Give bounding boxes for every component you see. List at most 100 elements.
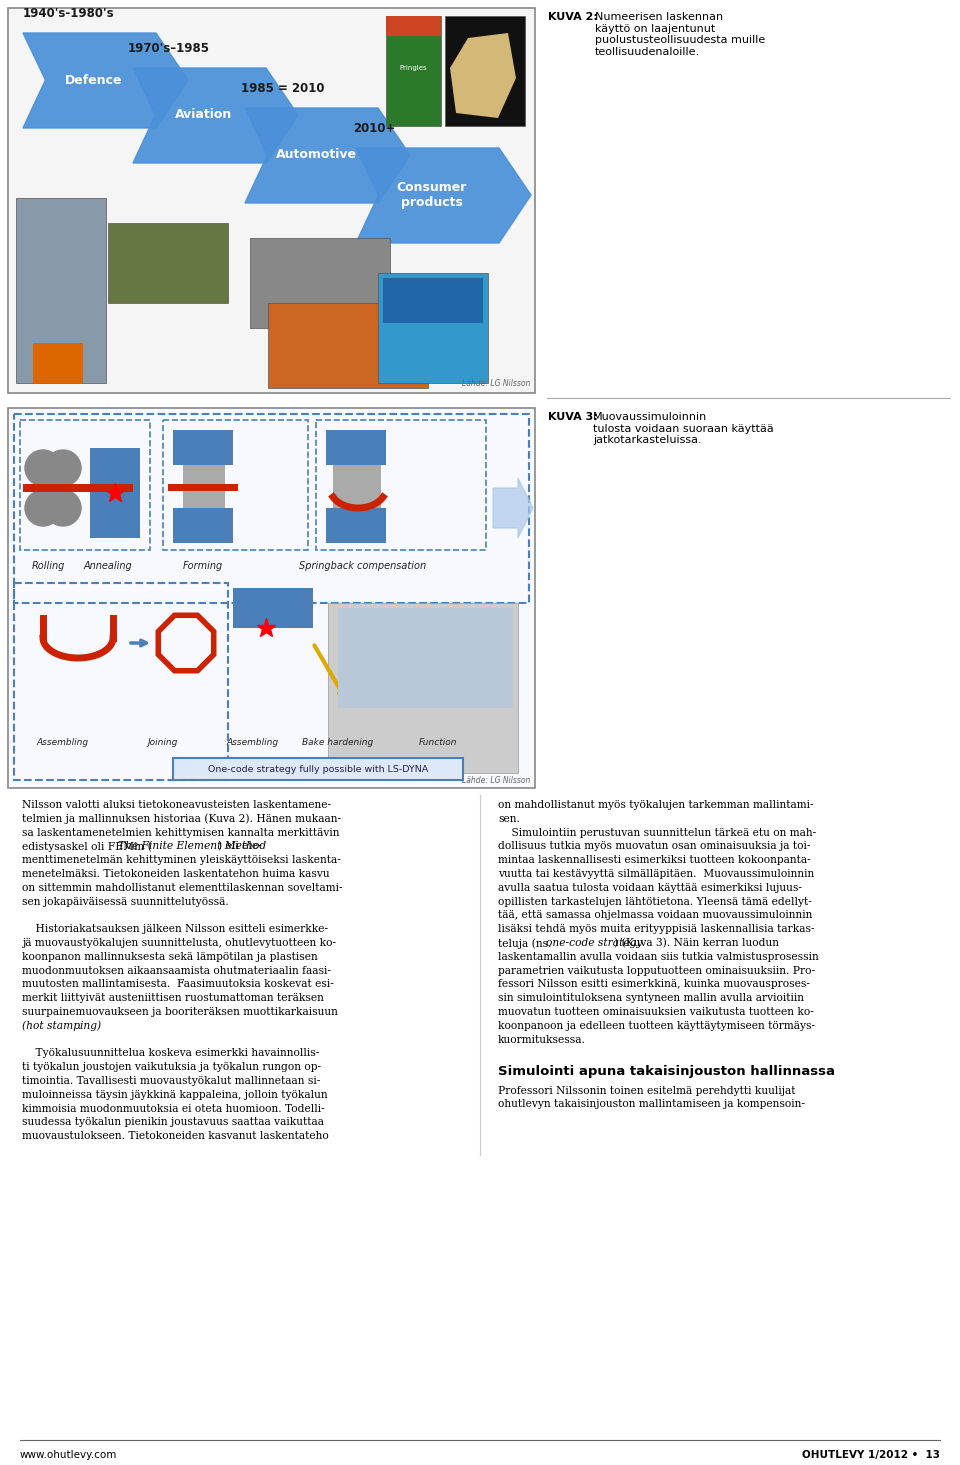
Text: tää, että samassa ohjelmassa voidaan muovaussimuloinnin: tää, että samassa ohjelmassa voidaan muo… (498, 910, 812, 920)
Text: edistysaskel oli FEMin (: edistysaskel oli FEMin ( (22, 841, 152, 853)
Text: Simulointiin perustuvan suunnittelun tärkeä etu on mah-: Simulointiin perustuvan suunnittelun tär… (498, 828, 816, 838)
Text: lisäksi tehdä myös muita erityyppisiä laskennallisia tarkas-: lisäksi tehdä myös muita erityyppisiä la… (498, 924, 815, 935)
Text: on sittemmin mahdollistanut elementtilaskennan soveltami-: on sittemmin mahdollistanut elementtilas… (22, 883, 343, 892)
Text: 1970's–1985: 1970's–1985 (128, 42, 210, 56)
Text: Annealing: Annealing (84, 561, 132, 571)
Text: sa laskentamenetelmien kehittymisen kannalta merkittävin: sa laskentamenetelmien kehittymisen kann… (22, 828, 340, 838)
Text: one-code strategy: one-code strategy (546, 938, 642, 948)
Text: laskentamallin avulla voidaan siis tutkia valmistusprosessin: laskentamallin avulla voidaan siis tutki… (498, 952, 819, 963)
Text: koonpanon mallinnuksesta sekä lämpötilan ja plastisen: koonpanon mallinnuksesta sekä lämpötilan… (22, 952, 318, 963)
Text: muovaustulokseen. Tietokoneiden kasvanut laskentateho: muovaustulokseen. Tietokoneiden kasvanut… (22, 1131, 328, 1141)
Text: Simulointi apuna takaisinjouston hallinnassa: Simulointi apuna takaisinjouston hallinn… (498, 1065, 835, 1078)
Text: Lähde: LG Nilsson: Lähde: LG Nilsson (462, 379, 530, 388)
Text: suurpainemuovaukseen ja booriteräksen muottikarkaisuun: suurpainemuovaukseen ja booriteräksen mu… (22, 1006, 338, 1017)
Text: kuormituksessa.: kuormituksessa. (498, 1034, 586, 1045)
Text: teluja (ns.: teluja (ns. (498, 938, 555, 948)
FancyBboxPatch shape (8, 407, 535, 788)
Circle shape (45, 489, 81, 526)
Text: mintaa laskennallisesti esimerkiksi tuotteen kokoonpanta-: mintaa laskennallisesti esimerkiksi tuot… (498, 856, 811, 866)
FancyBboxPatch shape (168, 483, 238, 491)
Text: ) (Kuva 3). Näin kerran luodun: ) (Kuva 3). Näin kerran luodun (614, 938, 779, 948)
Text: suudessa työkalun pienikin joustavuus saattaa vaikuttaa: suudessa työkalun pienikin joustavuus sa… (22, 1118, 324, 1128)
Text: Assembling: Assembling (36, 738, 89, 747)
Text: 2010+: 2010+ (353, 122, 396, 135)
Text: kimmoisia muodonmuutoksia ei oteta huomioon. Todelli-: kimmoisia muodonmuutoksia ei oteta huomi… (22, 1103, 324, 1113)
FancyBboxPatch shape (378, 272, 488, 382)
FancyBboxPatch shape (90, 448, 140, 538)
Text: fessori Nilsson esitti esimerkkinä, kuinka muovausproses-: fessori Nilsson esitti esimerkkinä, kuin… (498, 980, 810, 989)
Text: muodonmuutoksen aikaansaamista ohutmateriaalin faasi-: muodonmuutoksen aikaansaamista ohutmater… (22, 965, 331, 976)
Text: Joining: Joining (148, 738, 179, 747)
FancyBboxPatch shape (445, 16, 525, 126)
FancyBboxPatch shape (23, 483, 133, 492)
Text: OHUTLEVY 1/2012 •  13: OHUTLEVY 1/2012 • 13 (802, 1450, 940, 1461)
FancyBboxPatch shape (8, 7, 535, 393)
Text: Aviation: Aviation (176, 108, 232, 122)
Text: muloinneissa täysin jäykkinä kappaleina, jolloin työkalun: muloinneissa täysin jäykkinä kappaleina,… (22, 1090, 327, 1100)
Text: Function: Function (419, 738, 457, 747)
Text: Numeerisen laskennan
käyttö on laajentunut
puolustusteollisuudesta muille
teolli: Numeerisen laskennan käyttö on laajentun… (595, 12, 765, 57)
Text: Forming: Forming (182, 561, 223, 571)
Text: telmien ja mallinnuksen historiaa (Kuva 2). Hänen mukaan-: telmien ja mallinnuksen historiaa (Kuva … (22, 813, 341, 825)
FancyBboxPatch shape (383, 278, 483, 322)
FancyBboxPatch shape (326, 431, 386, 464)
Text: Automotive: Automotive (276, 148, 356, 161)
FancyBboxPatch shape (386, 16, 441, 126)
Text: Professori Nilssonin toinen esitelmä perehdytti kuulijat: Professori Nilssonin toinen esitelmä per… (498, 1086, 796, 1096)
Text: One-code strategy fully possible with LS-DYNA: One-code strategy fully possible with LS… (208, 765, 428, 774)
Text: Työkalusuunnittelua koskeva esimerkki havainnollis-: Työkalusuunnittelua koskeva esimerkki ha… (22, 1049, 320, 1058)
Text: .: . (78, 1021, 82, 1031)
Polygon shape (356, 148, 531, 243)
Circle shape (25, 450, 61, 486)
Circle shape (45, 450, 81, 486)
Text: Nilsson valotti aluksi tietokoneavusteisten laskentamene-: Nilsson valotti aluksi tietokoneavusteis… (22, 800, 331, 810)
FancyBboxPatch shape (33, 343, 83, 382)
Text: ) eli ele-: ) eli ele- (218, 841, 262, 851)
Text: menetelmäksi. Tietokoneiden laskentatehon huima kasvu: menetelmäksi. Tietokoneiden laskentateho… (22, 869, 329, 879)
Polygon shape (450, 34, 516, 119)
Text: Defence: Defence (65, 73, 123, 86)
Text: 1940's-1980's: 1940's-1980's (23, 7, 114, 21)
FancyBboxPatch shape (16, 198, 106, 382)
Text: Assembling: Assembling (227, 738, 279, 747)
Text: dollisuus tutkia myös muovatun osan ominaisuuksia ja toi-: dollisuus tutkia myös muovatun osan omin… (498, 841, 810, 851)
Text: Muovaussimuloinnin
tulosta voidaan suoraan käyttää
jatkotarkasteluissa.: Muovaussimuloinnin tulosta voidaan suora… (593, 412, 774, 445)
Text: ti työkalun joustojen vaikutuksia ja työkalun rungon op-: ti työkalun joustojen vaikutuksia ja työ… (22, 1062, 322, 1072)
Text: 1985 = 2010: 1985 = 2010 (241, 82, 324, 95)
FancyBboxPatch shape (173, 757, 463, 779)
Text: parametrien vaikutusta lopputuotteen ominaisuuksiin. Pro-: parametrien vaikutusta lopputuotteen omi… (498, 965, 815, 976)
Text: Springback compensation: Springback compensation (300, 561, 426, 571)
FancyBboxPatch shape (233, 587, 313, 628)
Text: avulla saatua tulosta voidaan käyttää esimerkiksi lujuus-: avulla saatua tulosta voidaan käyttää es… (498, 883, 802, 892)
FancyBboxPatch shape (108, 223, 228, 303)
Text: The Finite Element Method: The Finite Element Method (118, 841, 266, 851)
Text: sen.: sen. (498, 813, 520, 823)
Text: sen jokapäiväisessä suunnittelutyössä.: sen jokapäiväisessä suunnittelutyössä. (22, 897, 228, 907)
FancyBboxPatch shape (183, 464, 225, 508)
Text: Historiakatsauksen jälkeen Nilsson esitteli esimerkke-: Historiakatsauksen jälkeen Nilsson esitt… (22, 924, 328, 935)
Text: koonpanoon ja edelleen tuotteen käyttäytymiseen törmäys-: koonpanoon ja edelleen tuotteen käyttäyt… (498, 1021, 815, 1031)
FancyBboxPatch shape (326, 508, 386, 544)
Text: merkit liittyivät austeniittisen ruostumattoman teräksen: merkit liittyivät austeniittisen ruostum… (22, 993, 324, 1004)
Text: opillisten tarkastelujen lähtötietona. Yleensä tämä edellyt-: opillisten tarkastelujen lähtötietona. Y… (498, 897, 812, 907)
FancyBboxPatch shape (173, 508, 233, 544)
Text: jä muovaustyökalujen suunnittelusta, ohutlevytuotteen ko-: jä muovaustyökalujen suunnittelusta, ohu… (22, 938, 336, 948)
Text: sin simulointituloksena syntyneen mallin avulla arvioitiin: sin simulointituloksena syntyneen mallin… (498, 993, 804, 1004)
FancyBboxPatch shape (328, 604, 518, 774)
Text: KUVA 2:: KUVA 2: (548, 12, 602, 22)
Text: timointia. Tavallisesti muovaustyökalut mallinnetaan si-: timointia. Tavallisesti muovaustyökalut … (22, 1075, 321, 1086)
Text: on mahdollistanut myös työkalujen tarkemman mallintami-: on mahdollistanut myös työkalujen tarkem… (498, 800, 814, 810)
Text: Pringles: Pringles (399, 64, 427, 70)
Text: (hot stamping): (hot stamping) (22, 1021, 101, 1031)
FancyBboxPatch shape (250, 237, 390, 328)
Polygon shape (133, 67, 298, 163)
FancyBboxPatch shape (333, 464, 381, 508)
Text: Lähde: LG Nilsson: Lähde: LG Nilsson (462, 776, 530, 785)
FancyBboxPatch shape (268, 303, 428, 388)
Text: vuutta tai kestävyyttä silmälläpitäen.  Muovaussimuloinnin: vuutta tai kestävyyttä silmälläpitäen. M… (498, 869, 814, 879)
FancyBboxPatch shape (386, 16, 441, 37)
Text: muutosten mallintamisesta.  Faasimuutoksia koskevat esi-: muutosten mallintamisesta. Faasimuutoksi… (22, 980, 334, 989)
FancyBboxPatch shape (338, 608, 513, 708)
Text: Bake hardening: Bake hardening (302, 738, 373, 747)
Text: muovatun tuotteen ominaisuuksien vaikutusta tuotteen ko-: muovatun tuotteen ominaisuuksien vaikutu… (498, 1006, 814, 1017)
